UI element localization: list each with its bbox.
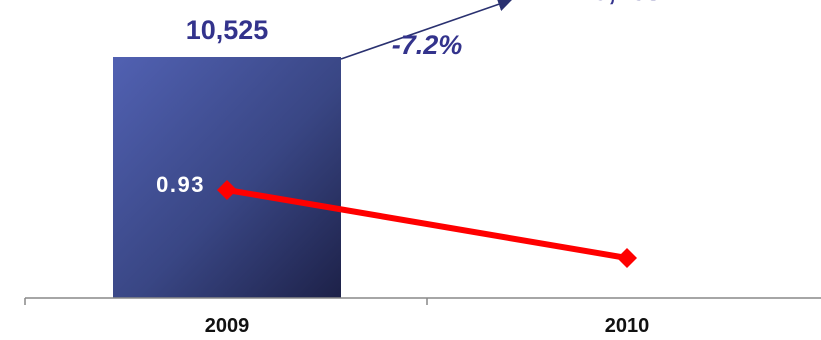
line-series [224, 187, 630, 261]
bar-2009 [113, 57, 341, 298]
x-tick-label-2010: 2010 [605, 315, 650, 337]
labels-layer: 10,525 2009 9,768 2010 -7.2% 0.93 0.57 [156, 0, 694, 337]
x-tick-label-2009: 2009 [205, 315, 250, 337]
bar-value-label-2010: 9,768 [593, 0, 661, 6]
line-value-label-2009: 0.93 [156, 172, 205, 197]
change-arrow [340, 0, 513, 60]
x-axis [24, 297, 821, 305]
bar-value-label-2009: 10,525 [186, 15, 269, 45]
change-percent-label: -7.2% [392, 30, 463, 60]
line-point-2009 [217, 180, 237, 200]
line-series-layer [217, 180, 637, 268]
line-value-label-2010: 0.57 [645, 234, 694, 259]
bars-layer [113, 57, 341, 298]
line-point-2010 [617, 248, 637, 268]
